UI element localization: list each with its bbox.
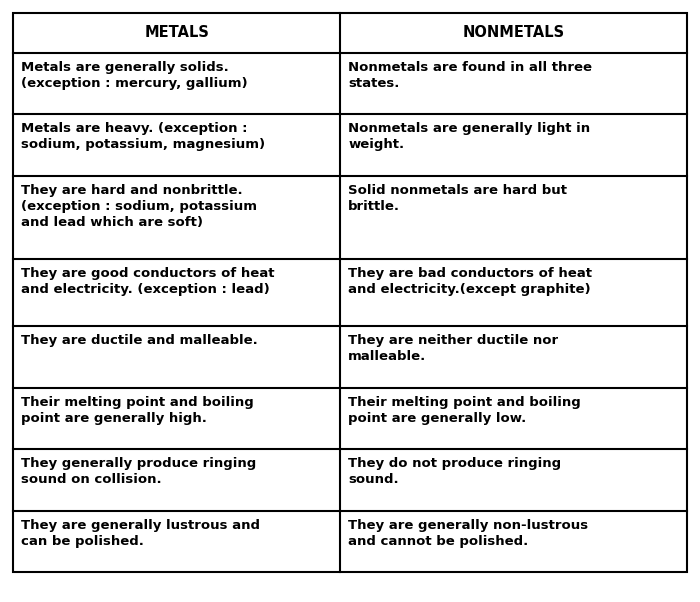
Text: They are generally lustrous and
can be polished.: They are generally lustrous and can be p… xyxy=(21,518,260,548)
Text: Metals are heavy. (exception :
sodium, potassium, magnesium): Metals are heavy. (exception : sodium, p… xyxy=(21,122,265,151)
Text: METALS: METALS xyxy=(144,25,209,40)
Text: They are good conductors of heat
and electricity. (exception : lead): They are good conductors of heat and ele… xyxy=(21,267,274,296)
Text: They are generally non-lustrous
and cannot be polished.: They are generally non-lustrous and cann… xyxy=(349,518,589,548)
Text: Their melting point and boiling
point are generally low.: Their melting point and boiling point ar… xyxy=(349,396,581,424)
Text: Metals are generally solids.
(exception : mercury, gallium): Metals are generally solids. (exception … xyxy=(21,61,248,90)
Text: They do not produce ringing
sound.: They do not produce ringing sound. xyxy=(349,457,561,486)
Text: Their melting point and boiling
point are generally high.: Their melting point and boiling point ar… xyxy=(21,396,253,424)
Text: They are bad conductors of heat
and electricity.(except graphite): They are bad conductors of heat and elec… xyxy=(349,267,592,296)
Text: Nonmetals are generally light in
weight.: Nonmetals are generally light in weight. xyxy=(349,122,591,151)
Text: NONMETALS: NONMETALS xyxy=(463,25,565,40)
Text: They are neither ductile nor
malleable.: They are neither ductile nor malleable. xyxy=(349,334,559,363)
Text: They are hard and nonbrittle.
(exception : sodium, potassium
and lead which are : They are hard and nonbrittle. (exception… xyxy=(21,184,257,229)
Text: They generally produce ringing
sound on collision.: They generally produce ringing sound on … xyxy=(21,457,256,486)
Text: Nonmetals are found in all three
states.: Nonmetals are found in all three states. xyxy=(349,61,592,90)
Text: They are ductile and malleable.: They are ductile and malleable. xyxy=(21,334,258,347)
Text: Solid nonmetals are hard but
brittle.: Solid nonmetals are hard but brittle. xyxy=(349,184,568,213)
